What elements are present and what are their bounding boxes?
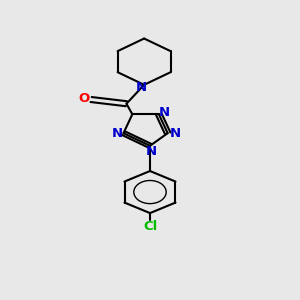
Text: N: N bbox=[112, 127, 123, 140]
Text: Cl: Cl bbox=[143, 220, 157, 233]
Text: N: N bbox=[146, 145, 157, 158]
Text: O: O bbox=[78, 92, 89, 105]
Text: N: N bbox=[136, 82, 147, 94]
Text: N: N bbox=[169, 127, 181, 140]
Text: N: N bbox=[159, 106, 170, 118]
